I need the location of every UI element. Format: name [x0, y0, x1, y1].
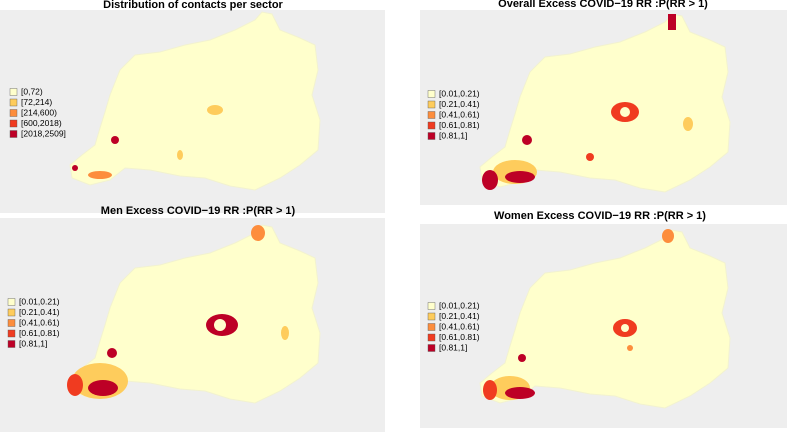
region — [88, 171, 112, 179]
region — [522, 135, 532, 145]
legend-label: [0.01,0.21) — [19, 296, 60, 306]
region — [214, 319, 226, 331]
legend-label: [0.41,0.61) — [19, 317, 60, 327]
region — [668, 14, 676, 30]
region — [207, 105, 223, 115]
region — [111, 136, 119, 144]
legend-swatch — [9, 130, 18, 138]
legend-swatch — [427, 90, 436, 98]
legend-swatch — [427, 333, 436, 342]
region — [586, 153, 594, 161]
legend-swatch — [7, 319, 16, 327]
legend-swatch — [427, 111, 436, 119]
legend-swatch — [9, 88, 18, 96]
region — [505, 171, 535, 183]
legend-label: [0.21,0.41) — [19, 307, 60, 317]
legend-label: [600,2018) — [21, 118, 62, 128]
legend-swatch — [9, 109, 18, 117]
legend-label: [0.21,0.41) — [439, 311, 480, 321]
legend-swatch — [427, 302, 436, 310]
region — [621, 324, 629, 332]
map-title: Women Excess COVID−19 RR :P(RR > 1) — [494, 210, 706, 222]
legend-label: [0.01,0.21) — [439, 88, 480, 98]
region — [281, 326, 289, 340]
legend-swatch — [7, 298, 16, 306]
region — [67, 374, 83, 396]
legend-label: [72,214) — [21, 97, 52, 107]
legend-swatch — [427, 132, 436, 140]
region — [627, 345, 633, 351]
map-title: Men Excess COVID−19 RR :P(RR > 1) — [101, 205, 296, 217]
region — [683, 117, 693, 131]
map-title: Distribution of contacts per sector — [103, 0, 283, 11]
legend-swatch — [427, 344, 436, 352]
legend-label: [2018,2509] — [21, 128, 66, 138]
legend-label: [0.61,0.81) — [439, 120, 480, 130]
legend-label: [0.41,0.61) — [439, 109, 480, 119]
legend-label: [0.41,0.61) — [439, 321, 480, 331]
legend-label: [0.81,1] — [439, 342, 467, 352]
legend-swatch — [427, 323, 436, 331]
region — [177, 150, 183, 160]
map-title: Overall Excess COVID−19 RR :P(RR > 1) — [498, 0, 708, 10]
region — [88, 380, 118, 396]
region — [505, 387, 535, 399]
legend-label: [0.01,0.21) — [439, 300, 480, 310]
legend-swatch — [9, 98, 18, 107]
region — [107, 348, 117, 358]
legend-label: [0.81,1] — [19, 338, 47, 348]
legend-swatch — [7, 308, 16, 317]
region — [483, 380, 497, 400]
region — [482, 170, 498, 190]
legend-label: [214,600) — [21, 107, 57, 117]
legend-swatch — [427, 100, 436, 109]
map-panel — [420, 224, 787, 428]
legend-swatch — [427, 121, 436, 130]
legend-label: [0.61,0.81) — [19, 328, 60, 338]
region — [662, 229, 674, 243]
legend-label: [0.61,0.81) — [439, 332, 480, 342]
legend-label: [0.81,1] — [439, 130, 467, 140]
region — [620, 107, 630, 117]
region — [72, 165, 78, 171]
map-panel — [0, 10, 385, 213]
map-panel — [420, 10, 787, 205]
region — [518, 354, 526, 362]
legend-swatch — [7, 340, 16, 348]
legend-swatch — [427, 312, 436, 321]
legend-label: [0,72) — [21, 86, 43, 96]
legend-label: [0.21,0.41) — [439, 99, 480, 109]
map-panel — [0, 218, 385, 432]
legend-swatch — [9, 119, 18, 128]
legend-swatch — [7, 329, 16, 338]
region — [251, 225, 265, 241]
panels — [0, 10, 787, 432]
